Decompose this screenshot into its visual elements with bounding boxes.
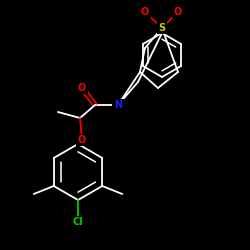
Text: O: O bbox=[78, 83, 86, 93]
Text: N: N bbox=[114, 100, 122, 110]
Text: O: O bbox=[78, 135, 86, 145]
Text: O: O bbox=[174, 7, 182, 17]
Text: O: O bbox=[141, 7, 149, 17]
Text: Cl: Cl bbox=[72, 217, 84, 227]
Text: S: S bbox=[158, 23, 166, 33]
